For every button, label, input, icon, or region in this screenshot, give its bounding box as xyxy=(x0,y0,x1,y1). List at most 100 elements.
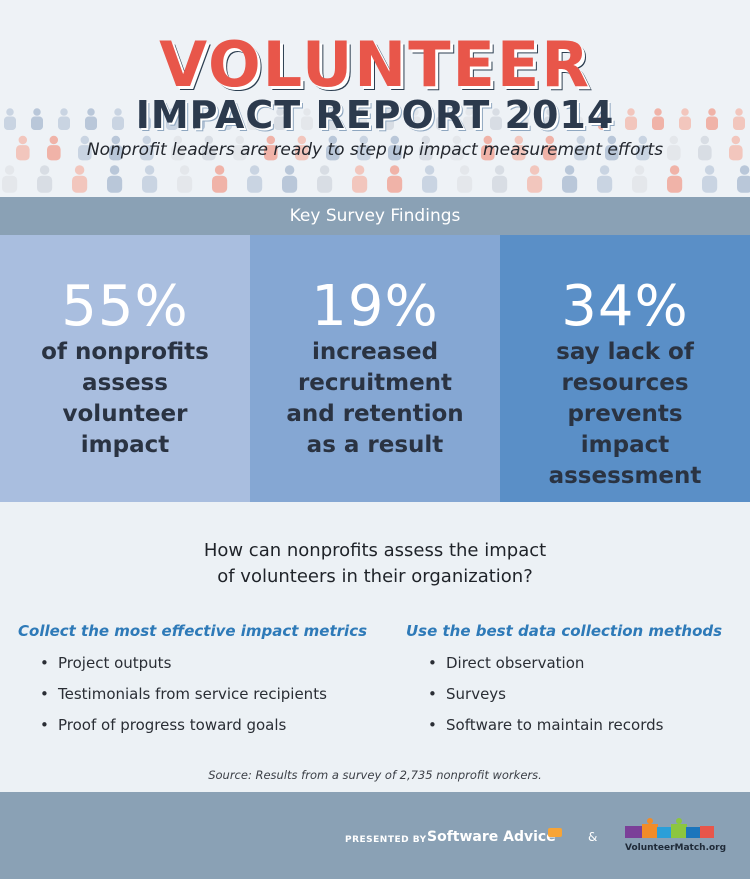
person-head xyxy=(390,135,400,145)
person-head xyxy=(669,135,679,145)
list-item: Surveys xyxy=(406,679,746,710)
person-head xyxy=(573,108,581,116)
person-body xyxy=(636,145,650,161)
person-head xyxy=(421,135,431,145)
person-body xyxy=(679,116,691,130)
person-body xyxy=(37,175,53,193)
key-findings-bar: Key Survey Findings xyxy=(0,197,750,235)
person-head xyxy=(141,108,149,116)
person-head xyxy=(276,108,284,116)
person-head xyxy=(168,108,176,116)
person-body xyxy=(85,116,97,130)
person-body xyxy=(409,116,421,130)
person-body xyxy=(527,175,543,193)
person-head xyxy=(111,135,121,145)
person-head xyxy=(576,135,586,145)
person-body xyxy=(737,175,750,193)
crowd-illustration xyxy=(2,108,750,193)
person-head xyxy=(600,108,608,116)
person-head xyxy=(483,135,493,145)
person-head xyxy=(359,135,369,145)
speech-bubble-icon xyxy=(548,828,562,837)
person-body xyxy=(632,175,648,193)
person-head xyxy=(492,108,500,116)
person-body xyxy=(193,116,205,130)
person-head xyxy=(634,165,645,175)
person-body xyxy=(274,116,286,130)
person-body xyxy=(264,145,278,161)
stat-value: 34% xyxy=(561,274,689,339)
person-head xyxy=(49,135,59,145)
person-body xyxy=(2,175,18,193)
person-body xyxy=(166,116,178,130)
person-body xyxy=(109,145,123,161)
person-head xyxy=(627,108,635,116)
person-body xyxy=(706,116,718,130)
person-head xyxy=(235,135,245,145)
person-body xyxy=(220,116,232,130)
person-body xyxy=(517,116,529,130)
person-body xyxy=(571,116,583,130)
person-body xyxy=(729,145,743,161)
person-head xyxy=(389,165,400,175)
person-head xyxy=(330,108,338,116)
person-body xyxy=(107,175,123,193)
stat-description: say lack of resources prevents impact as… xyxy=(548,339,702,489)
list-item: Testimonials from service recipients xyxy=(18,679,398,710)
person-head xyxy=(354,165,365,175)
person-body xyxy=(233,145,247,161)
person-body xyxy=(652,116,664,130)
person-body xyxy=(78,145,92,161)
person-head xyxy=(735,108,743,116)
person-body xyxy=(625,116,637,130)
methods-list: Direct observation Surveys Software to m… xyxy=(406,648,746,741)
person-body xyxy=(112,116,124,130)
person-body xyxy=(457,175,473,193)
person-head xyxy=(564,165,575,175)
person-head xyxy=(144,165,155,175)
person-body xyxy=(357,145,371,161)
person-body xyxy=(698,145,712,161)
header: VOLUNTEER IMPACT REPORT 2014 Nonprofit l… xyxy=(0,0,750,197)
person-head xyxy=(739,165,750,175)
person-head xyxy=(328,135,338,145)
question-line-1: How can nonprofits assess the impact xyxy=(203,540,547,561)
person-head xyxy=(514,135,524,145)
stats-row: 55% of nonprofits assess volunteer impac… xyxy=(0,235,750,502)
person-head xyxy=(303,108,311,116)
person-body xyxy=(4,116,16,130)
person-head xyxy=(529,165,540,175)
person-head xyxy=(33,108,41,116)
person-body xyxy=(463,116,475,130)
person-head xyxy=(654,108,662,116)
person-body xyxy=(543,145,557,161)
person-head xyxy=(384,108,392,116)
person-body xyxy=(247,175,263,193)
person-body xyxy=(388,145,402,161)
person-head xyxy=(700,135,710,145)
software-advice-logo: Software Advice xyxy=(427,829,556,845)
person-body xyxy=(702,175,718,193)
person-head xyxy=(204,135,214,145)
person-body xyxy=(422,175,438,193)
person-head xyxy=(731,135,741,145)
person-body xyxy=(31,116,43,130)
person-head xyxy=(545,135,555,145)
methods-column: Use the best data collection methods Dir… xyxy=(406,620,746,741)
person-head xyxy=(708,108,716,116)
person-body xyxy=(16,145,30,161)
question-heading: How can nonprofits assess the impact of … xyxy=(0,538,750,590)
person-body xyxy=(512,145,526,161)
person-body xyxy=(436,116,448,130)
stat-card-recruitment: 19% increased recruitment and retention … xyxy=(250,235,500,502)
volunteermatch-people-icon xyxy=(625,818,714,838)
source-note: Source: Results from a survey of 2,735 n… xyxy=(208,768,542,782)
presented-by-label: PRESENTED BY xyxy=(345,835,427,845)
person-body xyxy=(140,145,154,161)
person-body xyxy=(490,116,502,130)
metrics-column: Collect the most effective impact metric… xyxy=(18,620,398,741)
person-head xyxy=(519,108,527,116)
person-body xyxy=(72,175,88,193)
person-head xyxy=(465,108,473,116)
person-head xyxy=(704,165,715,175)
